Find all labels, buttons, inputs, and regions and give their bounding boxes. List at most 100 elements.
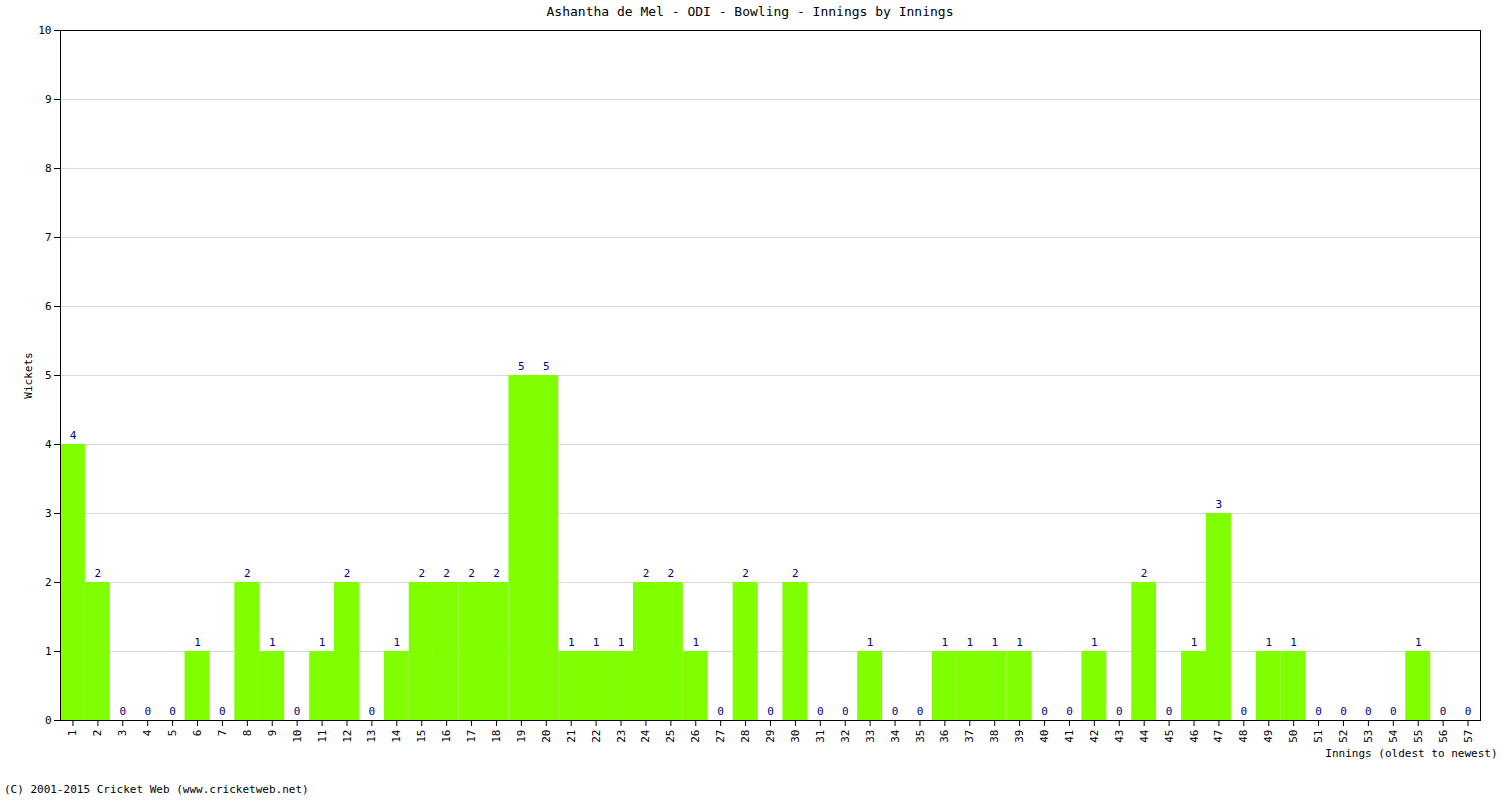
svg-text:51: 51 bbox=[1312, 730, 1325, 743]
svg-text:0: 0 bbox=[892, 705, 899, 718]
svg-text:52: 52 bbox=[1337, 730, 1350, 743]
svg-text:1: 1 bbox=[1016, 636, 1023, 649]
svg-text:0: 0 bbox=[219, 705, 226, 718]
svg-text:0: 0 bbox=[1340, 705, 1347, 718]
svg-text:8: 8 bbox=[241, 730, 254, 737]
svg-text:39: 39 bbox=[1013, 730, 1026, 743]
svg-text:2: 2 bbox=[742, 567, 749, 580]
svg-text:1: 1 bbox=[1265, 636, 1272, 649]
svg-text:44: 44 bbox=[1138, 729, 1151, 743]
svg-text:2: 2 bbox=[643, 567, 650, 580]
svg-text:47: 47 bbox=[1212, 730, 1225, 743]
svg-text:55: 55 bbox=[1412, 730, 1425, 743]
svg-text:5: 5 bbox=[543, 360, 550, 373]
svg-text:56: 56 bbox=[1437, 730, 1450, 743]
svg-text:16: 16 bbox=[440, 730, 453, 743]
svg-text:0: 0 bbox=[1041, 705, 1048, 718]
svg-text:23: 23 bbox=[615, 730, 628, 743]
svg-text:1: 1 bbox=[269, 636, 276, 649]
svg-text:1: 1 bbox=[593, 636, 600, 649]
svg-text:25: 25 bbox=[664, 730, 677, 743]
svg-text:5: 5 bbox=[45, 369, 52, 382]
svg-text:0: 0 bbox=[817, 705, 824, 718]
svg-text:0: 0 bbox=[1166, 705, 1173, 718]
svg-text:1: 1 bbox=[1290, 636, 1297, 649]
svg-text:12: 12 bbox=[341, 730, 354, 743]
svg-text:0: 0 bbox=[1465, 705, 1472, 718]
svg-text:6: 6 bbox=[45, 300, 52, 313]
svg-text:33: 33 bbox=[864, 730, 877, 743]
svg-text:2: 2 bbox=[95, 567, 102, 580]
svg-text:2: 2 bbox=[1141, 567, 1148, 580]
svg-text:19: 19 bbox=[515, 730, 528, 743]
svg-text:27: 27 bbox=[714, 730, 727, 743]
svg-text:1: 1 bbox=[1091, 636, 1098, 649]
svg-text:43: 43 bbox=[1113, 730, 1126, 743]
svg-text:49: 49 bbox=[1262, 730, 1275, 743]
svg-text:0: 0 bbox=[1116, 705, 1123, 718]
svg-text:4: 4 bbox=[141, 729, 154, 736]
svg-text:10: 10 bbox=[38, 24, 51, 37]
svg-text:7: 7 bbox=[45, 231, 52, 244]
svg-text:22: 22 bbox=[590, 730, 603, 743]
svg-text:1: 1 bbox=[394, 636, 401, 649]
svg-text:29: 29 bbox=[764, 730, 777, 743]
svg-text:17: 17 bbox=[465, 730, 478, 743]
svg-text:1: 1 bbox=[867, 636, 874, 649]
svg-text:1: 1 bbox=[692, 636, 699, 649]
svg-text:1: 1 bbox=[568, 636, 575, 649]
svg-text:35: 35 bbox=[913, 730, 926, 743]
svg-text:0: 0 bbox=[1365, 705, 1372, 718]
svg-text:3: 3 bbox=[1216, 498, 1223, 511]
svg-text:5: 5 bbox=[518, 360, 525, 373]
svg-text:1: 1 bbox=[1191, 636, 1198, 649]
svg-text:30: 30 bbox=[789, 730, 802, 743]
svg-text:1: 1 bbox=[618, 636, 625, 649]
svg-text:57: 57 bbox=[1462, 730, 1475, 743]
svg-text:0: 0 bbox=[294, 705, 301, 718]
svg-text:32: 32 bbox=[839, 730, 852, 743]
svg-text:1: 1 bbox=[966, 636, 973, 649]
svg-text:9: 9 bbox=[45, 93, 52, 106]
svg-text:48: 48 bbox=[1237, 730, 1250, 743]
svg-text:3: 3 bbox=[116, 730, 129, 737]
svg-text:0: 0 bbox=[767, 705, 774, 718]
svg-text:2: 2 bbox=[418, 567, 425, 580]
svg-text:0: 0 bbox=[144, 705, 151, 718]
svg-text:34: 34 bbox=[889, 729, 902, 743]
svg-text:0: 0 bbox=[1066, 705, 1073, 718]
svg-text:0: 0 bbox=[1315, 705, 1322, 718]
svg-text:0: 0 bbox=[45, 714, 52, 727]
svg-text:45: 45 bbox=[1163, 730, 1176, 743]
svg-text:2: 2 bbox=[493, 567, 500, 580]
svg-text:8: 8 bbox=[45, 162, 52, 175]
svg-text:41: 41 bbox=[1063, 730, 1076, 743]
svg-text:36: 36 bbox=[938, 730, 951, 743]
svg-text:54: 54 bbox=[1387, 729, 1400, 743]
svg-text:28: 28 bbox=[739, 730, 752, 743]
svg-text:0: 0 bbox=[369, 705, 376, 718]
svg-text:0: 0 bbox=[717, 705, 724, 718]
svg-text:38: 38 bbox=[988, 730, 1001, 743]
svg-text:2: 2 bbox=[792, 567, 799, 580]
svg-text:20: 20 bbox=[540, 730, 553, 743]
svg-text:1: 1 bbox=[66, 730, 79, 737]
svg-text:21: 21 bbox=[565, 730, 578, 743]
svg-text:0: 0 bbox=[1440, 705, 1447, 718]
svg-text:1: 1 bbox=[319, 636, 326, 649]
svg-text:0: 0 bbox=[842, 705, 849, 718]
svg-text:11: 11 bbox=[316, 730, 329, 743]
svg-text:18: 18 bbox=[490, 730, 503, 743]
svg-text:2: 2 bbox=[344, 567, 351, 580]
svg-text:7: 7 bbox=[216, 730, 229, 737]
svg-text:2: 2 bbox=[668, 567, 675, 580]
svg-text:0: 0 bbox=[169, 705, 176, 718]
svg-text:2: 2 bbox=[443, 567, 450, 580]
svg-text:1: 1 bbox=[942, 636, 949, 649]
svg-text:37: 37 bbox=[963, 730, 976, 743]
svg-text:0: 0 bbox=[119, 705, 126, 718]
svg-text:0: 0 bbox=[917, 705, 924, 718]
svg-text:15: 15 bbox=[415, 730, 428, 743]
svg-text:1: 1 bbox=[194, 636, 201, 649]
svg-text:10: 10 bbox=[291, 730, 304, 743]
